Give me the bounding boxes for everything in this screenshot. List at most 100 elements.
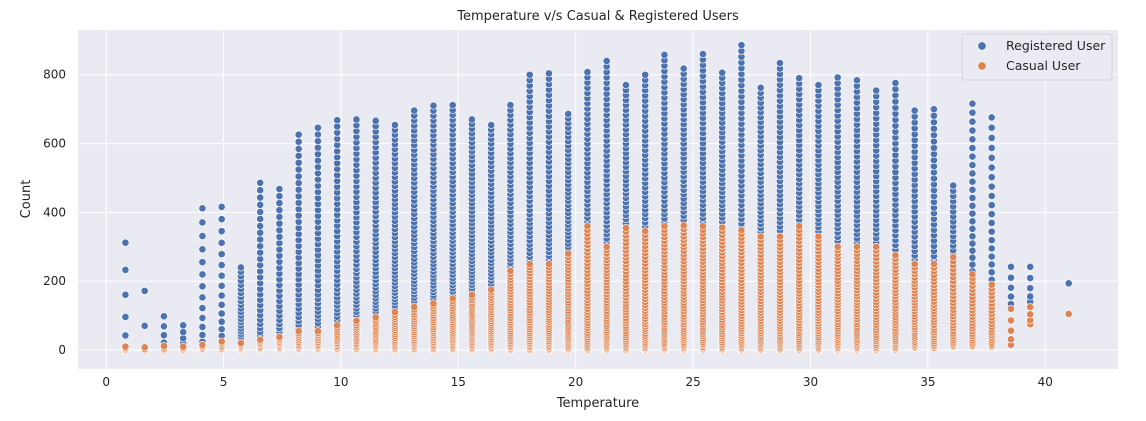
data-point bbox=[545, 69, 553, 78]
legend-label-registered: Registered User bbox=[1006, 38, 1106, 53]
data-point bbox=[217, 215, 226, 224]
data-point bbox=[1007, 283, 1015, 292]
data-point bbox=[737, 226, 746, 235]
data-point bbox=[179, 328, 188, 337]
data-point bbox=[294, 327, 303, 336]
data-point bbox=[679, 221, 688, 230]
data-point bbox=[217, 202, 226, 211]
data-point bbox=[968, 217, 977, 226]
data-point bbox=[198, 270, 207, 279]
y-tick-label: 0 bbox=[58, 343, 66, 357]
data-point bbox=[968, 224, 977, 233]
data-point bbox=[1026, 284, 1035, 293]
data-point bbox=[987, 268, 996, 277]
data-point bbox=[968, 239, 977, 248]
data-point bbox=[756, 232, 765, 241]
data-point bbox=[987, 182, 996, 191]
data-point bbox=[718, 68, 727, 77]
data-point bbox=[468, 291, 476, 299]
x-tick-label: 40 bbox=[1038, 375, 1053, 389]
data-point bbox=[987, 113, 996, 122]
data-point bbox=[487, 121, 496, 129]
data-point bbox=[968, 253, 977, 262]
data-point bbox=[968, 177, 977, 186]
data-point bbox=[160, 331, 168, 340]
data-point bbox=[1007, 335, 1015, 344]
data-point bbox=[968, 185, 977, 194]
data-point bbox=[256, 215, 265, 223]
data-point bbox=[795, 74, 804, 83]
data-point bbox=[217, 300, 226, 309]
data-point bbox=[294, 151, 303, 160]
data-point bbox=[949, 253, 958, 262]
data-point bbox=[968, 209, 977, 218]
data-point bbox=[121, 238, 130, 247]
data-point bbox=[410, 106, 419, 115]
data-point bbox=[140, 343, 149, 352]
data-point bbox=[217, 281, 226, 290]
data-point bbox=[949, 181, 958, 190]
data-point bbox=[371, 116, 380, 125]
data-point bbox=[198, 304, 207, 312]
data-point bbox=[217, 291, 226, 300]
data-point bbox=[1064, 310, 1073, 318]
data-point bbox=[853, 242, 861, 251]
data-point bbox=[987, 219, 996, 227]
data-point bbox=[987, 210, 996, 219]
data-point bbox=[853, 76, 861, 85]
data-point bbox=[429, 101, 438, 110]
data-point bbox=[930, 105, 938, 114]
data-point bbox=[987, 153, 996, 162]
data-point bbox=[1026, 310, 1035, 319]
data-point bbox=[121, 266, 130, 274]
data-point bbox=[217, 309, 226, 318]
data-point bbox=[987, 133, 996, 142]
data-point bbox=[1007, 262, 1015, 271]
data-point bbox=[198, 258, 207, 267]
data-point bbox=[833, 242, 842, 251]
data-point bbox=[256, 335, 265, 344]
data-point bbox=[872, 86, 881, 95]
data-point bbox=[506, 267, 515, 275]
data-point bbox=[814, 81, 823, 89]
data-point bbox=[1007, 304, 1015, 313]
data-point bbox=[352, 316, 361, 325]
data-point bbox=[583, 222, 592, 231]
data-point bbox=[256, 178, 265, 187]
data-point bbox=[602, 57, 611, 65]
data-point bbox=[333, 116, 342, 125]
data-point bbox=[448, 294, 457, 303]
data-point bbox=[256, 222, 265, 230]
x-tick-label: 30 bbox=[803, 375, 818, 389]
data-point bbox=[217, 271, 226, 280]
data-point bbox=[198, 331, 207, 339]
data-point bbox=[564, 249, 573, 258]
data-point bbox=[275, 192, 284, 201]
data-point bbox=[429, 299, 438, 308]
data-point bbox=[968, 193, 977, 202]
data-point bbox=[814, 232, 823, 241]
data-point bbox=[968, 144, 977, 152]
y-tick-label: 600 bbox=[43, 137, 66, 151]
data-point bbox=[294, 158, 303, 167]
data-point bbox=[391, 308, 399, 317]
data-point bbox=[660, 50, 669, 59]
data-point bbox=[256, 242, 265, 250]
data-point bbox=[756, 83, 765, 92]
gridlines bbox=[78, 30, 1118, 369]
data-point bbox=[968, 246, 977, 255]
data-point bbox=[275, 199, 284, 208]
plot-background bbox=[78, 30, 1118, 369]
data-point bbox=[641, 70, 650, 79]
data-point bbox=[872, 242, 881, 251]
data-point bbox=[833, 73, 842, 82]
data-point bbox=[795, 222, 804, 231]
data-point bbox=[198, 204, 207, 213]
data-point bbox=[987, 143, 996, 152]
x-tick-label: 35 bbox=[920, 375, 935, 389]
data-point bbox=[333, 321, 342, 330]
data-point bbox=[699, 50, 707, 58]
data-point bbox=[987, 260, 996, 269]
data-point bbox=[217, 250, 226, 259]
